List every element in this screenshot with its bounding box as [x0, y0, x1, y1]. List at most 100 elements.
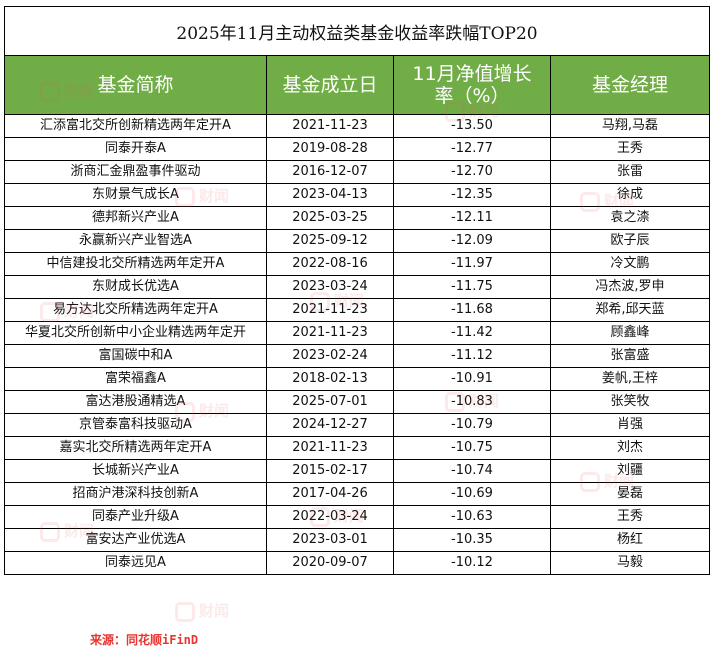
cell-nav-growth: -10.91: [393, 367, 551, 391]
cell-fund-name: 同泰开泰A: [4, 137, 267, 161]
table-row: 长城新兴产业A 2015-02-17 -10.74 刘疆: [4, 459, 710, 483]
cell-nav-growth: -10.74: [393, 459, 551, 483]
cell-fund-manager: 冷文鹏: [550, 252, 710, 276]
cell-fund-manager: 王秀: [550, 505, 710, 529]
header-fund-manager: 基金经理: [550, 55, 710, 115]
cell-inception-date: 2022-03-24: [266, 505, 394, 529]
cell-nav-growth: -12.35: [393, 183, 551, 207]
cell-fund-manager: 欧子辰: [550, 229, 710, 253]
cell-fund-name: 嘉实北交所精选两年定开A: [4, 436, 267, 460]
cell-nav-growth: -10.69: [393, 482, 551, 506]
header-inception-date: 基金成立日: [266, 55, 394, 115]
table-row: 易方达北交所精选两年定开A 2021-11-23 -11.68 郑希,邱天蓝: [4, 298, 710, 322]
cell-inception-date: 2017-04-26: [266, 482, 394, 506]
cell-fund-name: 永赢新兴产业智选A: [4, 229, 267, 253]
cell-nav-growth: -10.83: [393, 390, 551, 414]
cell-fund-name: 同泰产业升级A: [4, 505, 267, 529]
table-row: 德邦新兴产业A 2025-03-25 -12.11 袁之渿: [4, 206, 710, 230]
table-row: 京管泰富科技驱动A 2024-12-27 -10.79 肖强: [4, 413, 710, 437]
table-row: 华夏北交所创新中小企业精选两年定开 2021-11-23 -11.42 顾鑫峰: [4, 321, 710, 345]
header-nav-growth-line1: 11月净值增长: [412, 63, 532, 85]
cell-fund-name: 富安达产业优选A: [4, 528, 267, 552]
fund-table-sheet: 2025年11月主动权益类基金收益率跌幅TOP20 基金简称 基金成立日 11月…: [4, 6, 710, 575]
header-nav-growth: 11月净值增长 率（%）: [393, 55, 551, 115]
cell-nav-growth: -12.09: [393, 229, 551, 253]
cell-nav-growth: -12.70: [393, 160, 551, 184]
table-row: 富达港股通精选A 2025-07-01 -10.83 张笑牧: [4, 390, 710, 414]
cell-fund-manager: 张雷: [550, 160, 710, 184]
header-row: 基金简称 基金成立日 11月净值增长 率（%） 基金经理: [4, 55, 710, 115]
cell-nav-growth: -12.11: [393, 206, 551, 230]
cell-inception-date: 2022-08-16: [266, 252, 394, 276]
table-row: 永赢新兴产业智选A 2025-09-12 -12.09 欧子辰: [4, 229, 710, 253]
table-row: 富荣福鑫A 2018-02-13 -10.91 姜帆,王梓: [4, 367, 710, 391]
cell-inception-date: 2023-03-01: [266, 528, 394, 552]
cell-inception-date: 2015-02-17: [266, 459, 394, 483]
cell-fund-manager: 冯杰波,罗申: [550, 275, 710, 299]
watermark-logo: 财闻: [175, 600, 229, 622]
cell-nav-growth: -13.50: [393, 114, 551, 138]
cell-fund-manager: 张富盛: [550, 344, 710, 368]
source-note: 来源：同花顺iFinD: [90, 633, 199, 647]
cell-fund-manager: 徐成: [550, 183, 710, 207]
cell-fund-name: 富达港股通精选A: [4, 390, 267, 414]
table-row: 中信建投北交所精选两年定开A 2022-08-16 -11.97 冷文鹏: [4, 252, 710, 276]
cell-fund-name: 中信建投北交所精选两年定开A: [4, 252, 267, 276]
cell-fund-name: 东财成长优选A: [4, 275, 267, 299]
table-row: 东财成长优选A 2023-03-24 -11.75 冯杰波,罗申: [4, 275, 710, 299]
cell-fund-manager: 王秀: [550, 137, 710, 161]
cell-nav-growth: -11.68: [393, 298, 551, 322]
cell-inception-date: 2025-07-01: [266, 390, 394, 414]
cell-fund-manager: 肖强: [550, 413, 710, 437]
cell-nav-growth: -10.35: [393, 528, 551, 552]
fund-table: 2025年11月主动权益类基金收益率跌幅TOP20 基金简称 基金成立日 11月…: [4, 6, 710, 575]
cell-nav-growth: -10.79: [393, 413, 551, 437]
cell-nav-growth: -10.63: [393, 505, 551, 529]
table-row: 同泰远见A 2020-09-07 -10.12 马毅: [4, 551, 710, 575]
cell-inception-date: 2023-04-13: [266, 183, 394, 207]
cell-fund-manager: 顾鑫峰: [550, 321, 710, 345]
table-row: 汇添富北交所创新精选两年定开A 2021-11-23 -13.50 马翔,马磊: [4, 114, 710, 138]
cell-fund-manager: 袁之渿: [550, 206, 710, 230]
cell-fund-name: 华夏北交所创新中小企业精选两年定开: [4, 321, 267, 345]
watermark-icon: [175, 601, 195, 622]
cell-fund-name: 招商沪港深科技创新A: [4, 482, 267, 506]
cell-fund-manager: 姜帆,王梓: [550, 367, 710, 391]
cell-inception-date: 2021-11-23: [266, 114, 394, 138]
table-row: 嘉实北交所精选两年定开A 2021-11-23 -10.75 刘杰: [4, 436, 710, 460]
table-row: 招商沪港深科技创新A 2017-04-26 -10.69 晏磊: [4, 482, 710, 506]
cell-nav-growth: -11.75: [393, 275, 551, 299]
cell-fund-manager: 晏磊: [550, 482, 710, 506]
cell-inception-date: 2016-12-07: [266, 160, 394, 184]
cell-inception-date: 2024-12-27: [266, 413, 394, 437]
table-row: 富国碳中和A 2023-02-24 -11.12 张富盛: [4, 344, 710, 368]
cell-fund-manager: 郑希,邱天蓝: [550, 298, 710, 322]
table-row: 富安达产业优选A 2023-03-01 -10.35 杨红: [4, 528, 710, 552]
cell-inception-date: 2021-11-23: [266, 321, 394, 345]
table-row: 同泰开泰A 2019-08-28 -12.77 王秀: [4, 137, 710, 161]
cell-fund-name: 东财景气成长A: [4, 183, 267, 207]
cell-fund-name: 长城新兴产业A: [4, 459, 267, 483]
cell-fund-manager: 马翔,马磊: [550, 114, 710, 138]
cell-nav-growth: -12.77: [393, 137, 551, 161]
cell-nav-growth: -10.75: [393, 436, 551, 460]
cell-inception-date: 2025-03-25: [266, 206, 394, 230]
cell-inception-date: 2018-02-13: [266, 367, 394, 391]
header-fund-name: 基金简称: [4, 55, 267, 115]
cell-inception-date: 2023-03-24: [266, 275, 394, 299]
title-row: 2025年11月主动权益类基金收益率跌幅TOP20: [4, 6, 710, 56]
cell-nav-growth: -11.42: [393, 321, 551, 345]
cell-inception-date: 2023-02-24: [266, 344, 394, 368]
cell-fund-name: 浙商汇金鼎盈事件驱动: [4, 160, 267, 184]
table-row: 同泰产业升级A 2022-03-24 -10.63 王秀: [4, 505, 710, 529]
cell-fund-manager: 马毅: [550, 551, 710, 575]
cell-inception-date: 2021-11-23: [266, 298, 394, 322]
cell-nav-growth: -10.12: [393, 551, 551, 575]
cell-fund-manager: 刘杰: [550, 436, 710, 460]
cell-fund-name: 同泰远见A: [4, 551, 267, 575]
cell-fund-name: 易方达北交所精选两年定开A: [4, 298, 267, 322]
cell-nav-growth: -11.97: [393, 252, 551, 276]
table-row: 浙商汇金鼎盈事件驱动 2016-12-07 -12.70 张雷: [4, 160, 710, 184]
cell-inception-date: 2020-09-07: [266, 551, 394, 575]
cell-fund-name: 富荣福鑫A: [4, 367, 267, 391]
